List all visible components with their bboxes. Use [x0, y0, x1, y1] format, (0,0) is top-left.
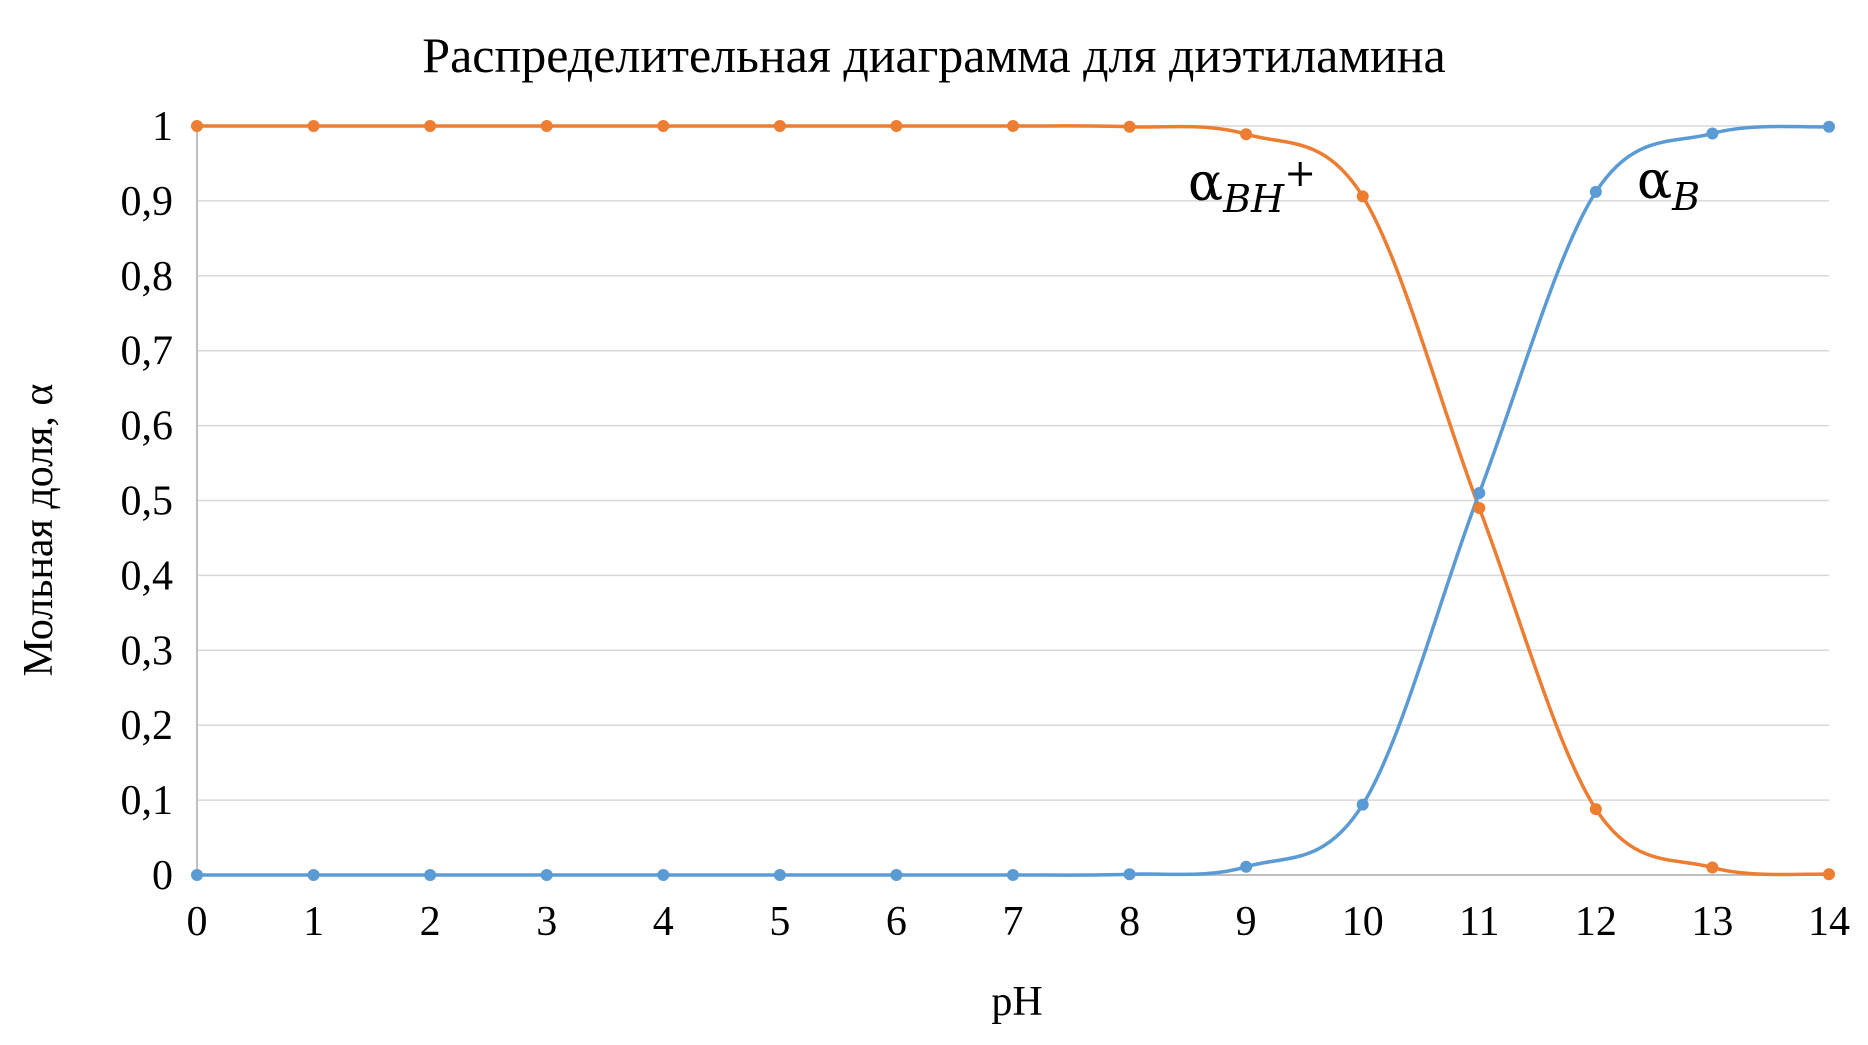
- data-point-bh: [424, 120, 437, 132]
- chart-title: Распределительная диаграмма для диэтилам…: [422, 27, 1445, 83]
- data-point-b: [1007, 869, 1019, 881]
- y-tick-label: 0,7: [121, 329, 174, 375]
- y-tick-label: 1: [152, 104, 173, 150]
- x-tick-label: 3: [536, 899, 557, 945]
- x-tick-label: 6: [886, 899, 907, 945]
- series-line-b: [197, 124, 1830, 877]
- data-point-b: [1473, 487, 1486, 500]
- series-label-main: α: [1188, 153, 1223, 213]
- data-point-bh: [773, 120, 786, 132]
- series-label-sub: BH: [1222, 177, 1285, 221]
- data-point-bh: [1240, 128, 1253, 141]
- x-tick-label: 9: [1236, 899, 1257, 945]
- data-point-bh: [1356, 190, 1369, 203]
- data-point-bh: [191, 120, 203, 132]
- data-point-bh: [1473, 501, 1486, 514]
- x-tick-label: 13: [1691, 899, 1733, 945]
- data-point-b: [773, 869, 786, 881]
- data-point-bh: [1589, 803, 1602, 816]
- x-tick-label: 0: [187, 899, 208, 945]
- grid-lines: [197, 125, 1829, 801]
- x-tick-label: 7: [1003, 899, 1024, 945]
- data-point-b: [890, 869, 903, 881]
- data-point-b: [1123, 868, 1136, 881]
- series-lines: [197, 124, 1830, 877]
- x-tick-label: 11: [1459, 899, 1499, 945]
- y-tick-label: 0,5: [121, 479, 174, 525]
- y-tick-label: 0,4: [121, 553, 174, 599]
- x-axis-label: pH: [991, 979, 1042, 1025]
- data-point-bh: [890, 120, 903, 132]
- x-tick-label: 12: [1575, 899, 1617, 945]
- series-label-alpha-bh: αBH+: [1188, 151, 1316, 221]
- data-point-bh: [1123, 120, 1136, 133]
- series-line-bh: [197, 124, 1830, 877]
- y-tick-label: 0,8: [121, 254, 174, 300]
- y-tick-label: 0: [152, 853, 173, 899]
- y-tick-label: 0,3: [121, 628, 174, 674]
- data-point-b: [1706, 127, 1719, 140]
- data-point-bh: [657, 120, 670, 132]
- x-tick-label: 1: [303, 899, 324, 945]
- data-point-b: [1356, 798, 1369, 811]
- y-tick-label: 0,6: [121, 404, 174, 450]
- series-markers: [191, 120, 1835, 881]
- data-point-bh: [307, 120, 320, 132]
- y-tick-label: 0,9: [121, 179, 174, 225]
- series-label-main: α: [1637, 151, 1672, 211]
- y-tick-label: 0,1: [121, 778, 174, 824]
- series-label-alpha-b: αB: [1637, 151, 1700, 219]
- x-tick-label: 8: [1119, 899, 1140, 945]
- y-axis-label: Мольная доля, α: [16, 384, 62, 677]
- y-tick-label: 0,2: [121, 703, 174, 749]
- x-tick-label: 10: [1342, 899, 1384, 945]
- data-point-bh: [540, 120, 553, 132]
- x-tick-label: 2: [420, 899, 441, 945]
- data-point-b: [191, 869, 203, 881]
- series-label-sup: +: [1284, 151, 1316, 195]
- data-point-bh: [1007, 120, 1019, 132]
- data-point-b: [657, 869, 670, 881]
- x-tick-label: 5: [769, 899, 790, 945]
- data-point-b: [1240, 860, 1253, 873]
- x-tick-label: 4: [653, 899, 674, 945]
- y-tick-labels: 0 0,1 0,2 0,3 0,4 0,5 0,6 0,7 0,8 0,9 1: [121, 104, 174, 899]
- data-point-b: [540, 869, 553, 881]
- x-tick-label: 14: [1808, 899, 1850, 945]
- x-tick-labels: 0 1 2 3 4 5 6 7 8 9 10 11 12 13 14: [187, 899, 1851, 945]
- data-point-bh: [1823, 868, 1835, 881]
- data-point-b: [307, 869, 320, 881]
- series-label-sub: B: [1671, 175, 1700, 219]
- data-point-b: [424, 869, 437, 881]
- data-point-b: [1823, 120, 1835, 133]
- data-point-b: [1589, 185, 1602, 198]
- data-point-bh: [1706, 861, 1719, 874]
